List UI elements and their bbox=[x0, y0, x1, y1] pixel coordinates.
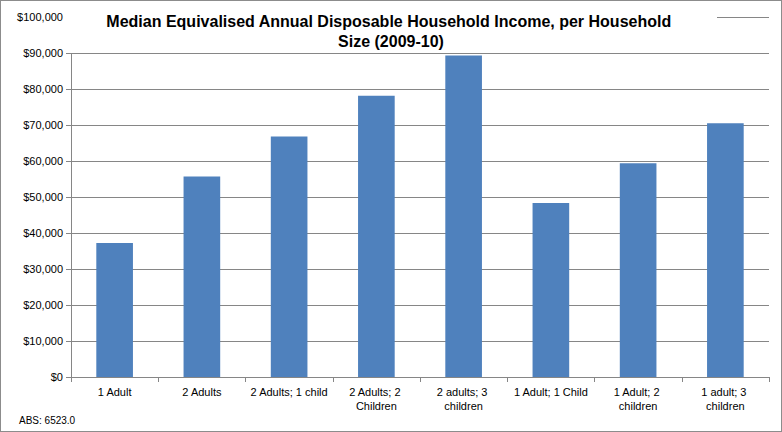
svg-text:Median Equivalised Annual Disp: Median Equivalised Annual Disposable Hou… bbox=[106, 13, 675, 30]
svg-text:children: children bbox=[619, 400, 658, 412]
svg-text:Children: Children bbox=[356, 400, 397, 412]
svg-text:1 adult; 3: 1 adult; 3 bbox=[701, 386, 749, 398]
svg-text:$0: $0 bbox=[51, 371, 63, 383]
svg-text:1 Adult; 2: 1 Adult; 2 bbox=[614, 386, 663, 398]
svg-text:$40,000: $40,000 bbox=[23, 227, 63, 239]
svg-text:ABS: 6523.0: ABS: 6523.0 bbox=[19, 415, 76, 426]
svg-text:children: children bbox=[706, 400, 745, 412]
svg-text:$70,000: $70,000 bbox=[23, 119, 63, 131]
svg-text:$60,000: $60,000 bbox=[23, 155, 63, 167]
svg-text:2 Adults; 2: 2 Adults; 2 bbox=[349, 386, 403, 398]
svg-text:$20,000: $20,000 bbox=[23, 299, 63, 311]
svg-text:Size (2009-10): Size (2009-10) bbox=[338, 33, 444, 50]
svg-text:$90,000: $90,000 bbox=[23, 47, 63, 59]
svg-text:2 Adults; 1 child: 2 Adults; 1 child bbox=[251, 386, 328, 398]
svg-text:children: children bbox=[444, 400, 483, 412]
svg-text:$100,000: $100,000 bbox=[17, 11, 63, 23]
svg-text:$10,000: $10,000 bbox=[23, 335, 63, 347]
svg-text:2 adults; 3: 2 adults; 3 bbox=[437, 386, 491, 398]
svg-text:1 Adult: 1 Adult bbox=[98, 386, 132, 398]
svg-text:2 Adults: 2 Adults bbox=[182, 386, 222, 398]
svg-text:$30,000: $30,000 bbox=[23, 263, 63, 275]
svg-text:$80,000: $80,000 bbox=[23, 83, 63, 95]
svg-text:1 Adult; 1 Child: 1 Adult; 1 Child bbox=[514, 386, 588, 398]
svg-text:$50,000: $50,000 bbox=[23, 191, 63, 203]
